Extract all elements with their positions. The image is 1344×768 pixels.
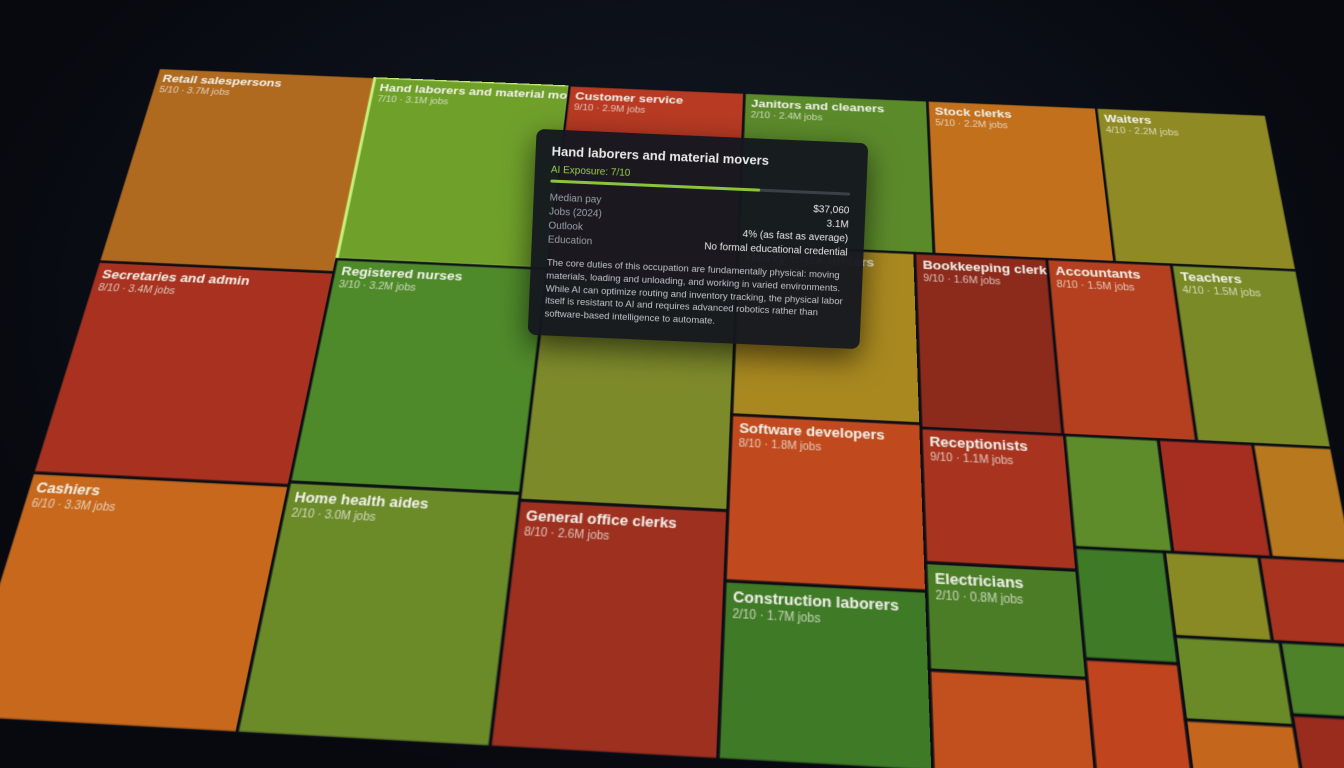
tile [915, 253, 1063, 435]
tile [930, 670, 1097, 768]
treemap: Retail salespersons 5/10 · 3.7M jobs Secre… [0, 68, 1344, 768]
tile [290, 259, 548, 493]
row-label: Outlook [548, 220, 584, 233]
row-value: 3.1M [826, 218, 849, 231]
tile [1175, 636, 1294, 725]
tile-label: 2/10 · 1.7M jobs [732, 608, 820, 626]
tile [1186, 720, 1305, 768]
tile-label: 8/10 · 2.6M jobs [523, 526, 609, 543]
tile [1164, 552, 1272, 642]
tile-label: 8/10 · 1.8M jobs [738, 439, 821, 455]
tile [1096, 108, 1296, 271]
tooltip-rows: Median pay $37,060 Jobs (2024) 3.1M Outlook 4… [548, 192, 850, 258]
tile [725, 415, 927, 592]
tile [1047, 259, 1197, 441]
tile-label: 8/10 · 3.4M jobs [97, 283, 176, 297]
tile [1280, 642, 1344, 720]
tile-label: 6/10 · 3.3M jobs [30, 498, 117, 514]
tile [921, 428, 1077, 570]
tile-label: 4/10 · 1.5M jobs [1182, 286, 1262, 300]
tile-name: Teachers [1180, 270, 1243, 287]
tile-label: 8/10 · 1.5M jobs [1056, 280, 1135, 294]
row-label: Education [547, 234, 593, 248]
row-label: Median pay [549, 192, 602, 206]
tile-label: 4/10 · 2.2M jobs [1105, 126, 1179, 138]
tile-name: Secretaries and admin [100, 267, 251, 288]
tile [490, 500, 728, 759]
tile [1075, 547, 1179, 664]
tooltip-description: The core duties of this occupation are f… [544, 257, 843, 328]
tile [1253, 444, 1344, 561]
tile [1171, 265, 1331, 448]
tile [1292, 715, 1344, 768]
tile-name: Janitors and cleaners [751, 97, 884, 114]
tile-label: 9/10 · 1.6M jobs [923, 274, 1001, 288]
tile-label: 2/10 · 2.4M jobs [751, 111, 823, 123]
tile-name: Cashiers [34, 479, 102, 499]
tile-name: Accountants [1055, 264, 1141, 282]
tile-label: 3/10 · 3.2M jobs [338, 280, 417, 294]
tile [1158, 439, 1271, 557]
tile-label: 5/10 · 3.7M jobs [158, 86, 231, 98]
tile-label: 5/10 · 2.2M jobs [935, 119, 1008, 131]
tile [1085, 659, 1194, 768]
tile-label: 9/10 · 1.1M jobs [930, 452, 1014, 468]
tooltip: Hand laborers and material movers AI Exp… [527, 128, 869, 350]
tile-name: Retail salespersons [161, 73, 283, 90]
row-value: $37,060 [813, 204, 850, 217]
tile-label: 7/10 · 3.1M jobs [376, 95, 448, 107]
row-label: Jobs (2024) [548, 206, 603, 220]
row-value: 4% (as fast as average) [742, 228, 849, 245]
tile-label: 2/10 · 3.0M jobs [290, 507, 376, 523]
tile-label: 2/10 · 0.8M jobs [935, 590, 1023, 608]
tile-name: Customer service [575, 90, 684, 106]
tile [926, 563, 1087, 679]
tile [927, 101, 1114, 263]
tile-name: Receptionists [929, 434, 1028, 455]
tile-name: Stock clerks [935, 105, 1013, 120]
tile [1259, 557, 1344, 647]
tile [1064, 435, 1172, 552]
tile [99, 68, 375, 272]
tile [0, 473, 289, 733]
tile-name: Electricians [934, 569, 1024, 591]
tile-name: Software developers [739, 421, 885, 444]
tile-label: 9/10 · 2.9M jobs [573, 103, 645, 115]
tile [337, 77, 570, 269]
row-value: No formal educational credential [704, 241, 848, 259]
tile [33, 262, 334, 486]
tile-name: Home health aides [293, 488, 430, 511]
tile-name: Registered nurses [340, 264, 463, 283]
tile-name: Waiters [1104, 112, 1152, 126]
tile [237, 482, 521, 747]
tile-name: Bookkeeping clerks [922, 258, 1055, 278]
tile [718, 581, 933, 768]
